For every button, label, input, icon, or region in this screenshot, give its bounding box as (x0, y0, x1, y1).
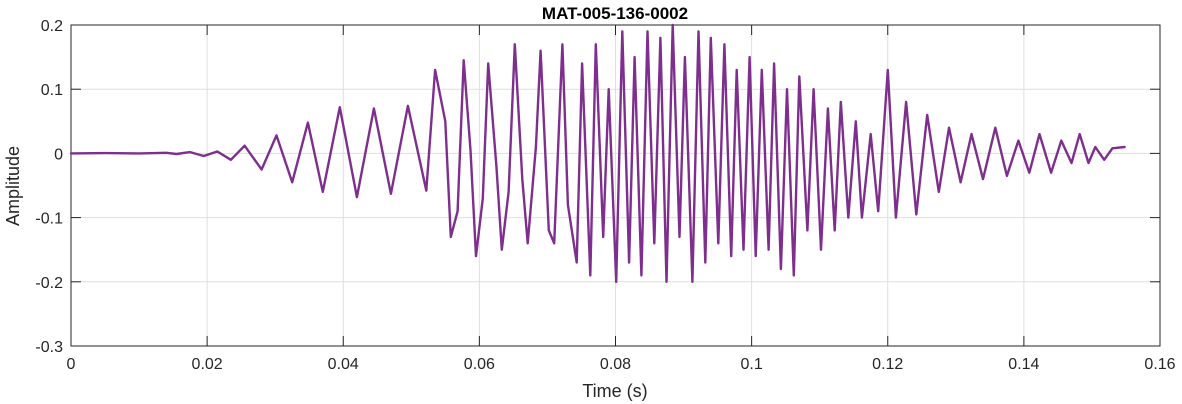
y-tick-label: -0.3 (35, 339, 63, 356)
x-tick-label: 0.08 (600, 356, 631, 373)
y-tick-label: 0.2 (41, 18, 63, 35)
y-tick-label: -0.1 (35, 211, 63, 228)
y-axis-label: Amplitude (3, 146, 23, 226)
x-tick-label: 0 (67, 356, 76, 373)
x-tick-label: 0.1 (741, 356, 763, 373)
x-tick-label: 0.14 (1008, 356, 1039, 373)
x-ticks: 0 0.02 0.04 0.06 0.08 0.1 0.12 0.14 0.16 (67, 25, 1176, 373)
y-ticks: -0.3 -0.2 -0.1 0 0.1 0.2 (35, 18, 1160, 356)
y-tick-label: -0.2 (35, 275, 63, 292)
series-group (69, 23, 1126, 283)
y-tick-label: 0 (54, 146, 63, 163)
chart-title: MAT-005-136-0002 (542, 4, 688, 23)
x-tick-label: 0.12 (872, 356, 903, 373)
x-tick-label: 0.02 (192, 356, 223, 373)
waveform-line (69, 23, 1126, 283)
x-tick-label: 0.16 (1144, 356, 1175, 373)
y-tick-label: 0.1 (41, 82, 63, 99)
grid-lines (71, 25, 1160, 346)
x-tick-label: 0.04 (328, 356, 359, 373)
x-tick-label: 0.06 (464, 356, 495, 373)
x-axis-label: Time (s) (582, 381, 647, 401)
